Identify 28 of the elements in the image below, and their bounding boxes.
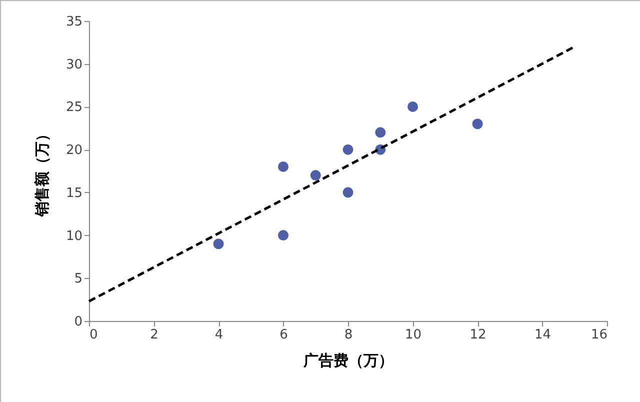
y-tick-label: 25 (66, 100, 82, 116)
y-tick-label: 0 (74, 314, 82, 330)
point (213, 238, 224, 250)
point (408, 101, 418, 112)
point (310, 170, 321, 181)
y-tick-label: 35 (66, 14, 82, 30)
y-tick-label: 10 (66, 228, 82, 244)
point (375, 127, 386, 138)
point (278, 161, 288, 172)
x-tick-label: 6 (280, 328, 288, 342)
x-tick-label: 14 (534, 328, 552, 342)
point (472, 118, 483, 130)
y-tick-label: 30 (66, 57, 82, 72)
x-tick-label: 4 (214, 328, 224, 342)
point (342, 187, 354, 198)
x-tick-label: 0 (90, 328, 98, 342)
y-axis-title: 销售额（万） (32, 126, 51, 218)
point (342, 144, 354, 155)
x-axis-title: 广告费（万） (302, 352, 394, 370)
x-tick-label: 2 (150, 328, 158, 342)
x-tick-label: 8 (344, 328, 353, 342)
y-tick-label: 5 (74, 272, 82, 287)
point (278, 230, 288, 241)
x-tick-label: 10 (404, 328, 422, 342)
x-tick-label: 12 (470, 328, 486, 342)
y-tick-label: 15 (66, 186, 82, 201)
y-tick-label: 20 (66, 143, 82, 158)
x-tick-label: 16 (590, 328, 608, 342)
